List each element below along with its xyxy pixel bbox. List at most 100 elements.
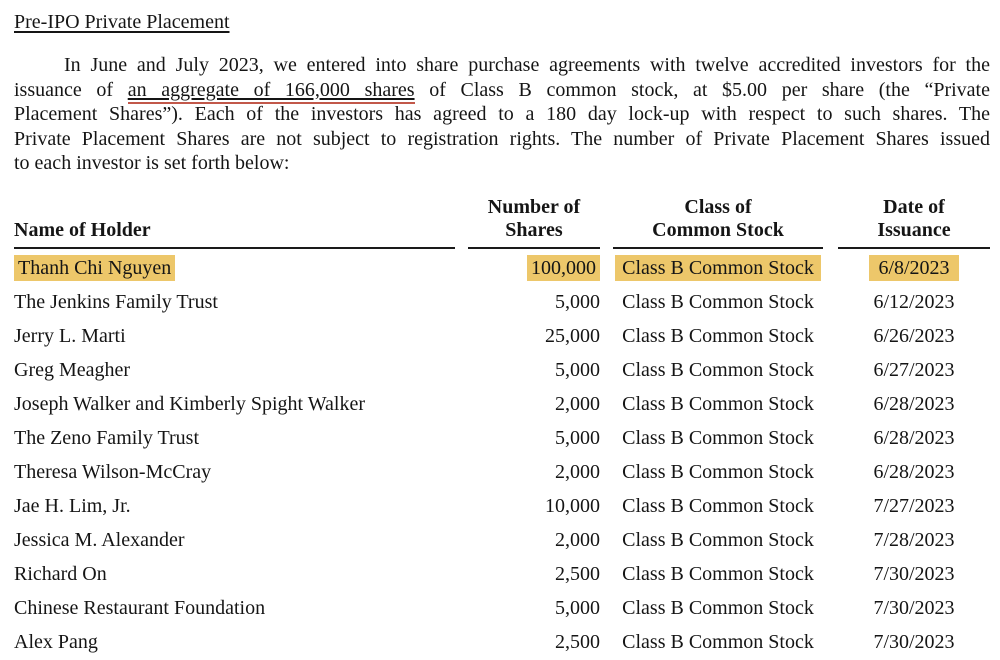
- issuance-date-cell: 6/28/2023: [838, 387, 990, 421]
- holder-name-cell: Joseph Walker and Kimberly Spight Walker: [14, 387, 455, 421]
- issuance-date-value: 6/27/2023: [873, 358, 955, 381]
- holder-name-cell: Theresa Wilson-McCray: [14, 455, 455, 489]
- issuance-date-cell: 6/8/2023: [838, 248, 990, 285]
- holder-name: Greg Meagher: [14, 358, 131, 381]
- stock-class-value: Class B Common Stock: [622, 494, 814, 517]
- shares-value: 2,000: [555, 392, 600, 415]
- shares-value: 2,500: [555, 630, 600, 653]
- column-gap: [455, 248, 468, 285]
- issuance-date-value: 7/30/2023: [873, 630, 955, 653]
- stock-class-value: Class B Common Stock: [622, 290, 814, 313]
- column-gap: [600, 285, 613, 319]
- column-gap: [455, 455, 468, 489]
- column-gap: [600, 557, 613, 591]
- issuance-date-value: 6/28/2023: [873, 392, 955, 415]
- column-gap: [455, 489, 468, 523]
- issuance-date-value: 7/27/2023: [873, 494, 955, 517]
- holder-name: Thanh Chi Nguyen: [14, 254, 176, 281]
- issuance-date-value: 6/28/2023: [873, 460, 955, 483]
- issuance-date-cell: 7/28/2023: [838, 523, 990, 557]
- column-gap: [600, 625, 613, 659]
- paragraph-line-1: In June and July 2023, we entered into s…: [64, 54, 990, 76]
- issuance-date-value: 6/28/2023: [873, 426, 955, 449]
- holder-name: Jessica M. Alexander: [14, 528, 185, 551]
- stock-class-value: Class B Common Stock: [622, 426, 814, 449]
- issuance-date-value: 7/28/2023: [873, 528, 955, 551]
- shares-value: 5,000: [555, 426, 600, 449]
- stock-class-cell: Class B Common Stock: [613, 353, 823, 387]
- header-row: Name of Holder Number of Shares Class of C…: [14, 195, 990, 249]
- shares-value: 5,000: [555, 358, 600, 381]
- shares-cell: 2,000: [468, 455, 600, 489]
- shares-value: 25,000: [545, 324, 600, 347]
- shares-cell: 25,000: [468, 319, 600, 353]
- column-gap: [600, 455, 613, 489]
- holders-table: Name of Holder Number of Shares Class of C…: [14, 195, 990, 659]
- header-shares-line1: Number of: [487, 195, 581, 218]
- issuance-date-value: 7/30/2023: [873, 562, 955, 585]
- table-row: Richard On 2,500 Class B Common Stock 7/…: [14, 557, 990, 591]
- table-row: Greg Meagher 5,000 Class B Common Stock …: [14, 353, 990, 387]
- shares-cell: 100,000: [468, 248, 600, 285]
- table-row: Jessica M. Alexander 2,000 Class B Commo…: [14, 523, 990, 557]
- holder-name: Joseph Walker and Kimberly Spight Walker: [14, 392, 365, 415]
- stock-class-cell: Class B Common Stock: [613, 319, 823, 353]
- table-row: Jerry L. Marti 25,000 Class B Common Sto…: [14, 319, 990, 353]
- stock-class-value: Class B Common Stock: [622, 630, 814, 653]
- shares-cell: 2,500: [468, 625, 600, 659]
- col-header-class-of-common-stock: Class of Common Stock: [613, 195, 823, 249]
- table-row: Joseph Walker and Kimberly Spight Walker…: [14, 387, 990, 421]
- holder-name: Theresa Wilson-McCray: [14, 460, 212, 483]
- paragraph-line-2-pre: issuance of: [14, 78, 128, 101]
- column-gap: [823, 248, 838, 285]
- holder-name-cell: Richard On: [14, 557, 455, 591]
- column-gap: [600, 353, 613, 387]
- issuance-date-cell: 6/28/2023: [838, 455, 990, 489]
- stock-class-cell: Class B Common Stock: [613, 285, 823, 319]
- column-gap: [600, 523, 613, 557]
- holder-name: Richard On: [14, 562, 107, 585]
- column-gap: [823, 319, 838, 353]
- paragraph-line-5: to each investor is set forth below:: [14, 152, 290, 174]
- stock-class-cell: Class B Common Stock: [613, 489, 823, 523]
- stock-class-value: Class B Common Stock: [622, 392, 814, 415]
- col-header-number-of-shares: Number of Shares: [468, 195, 600, 249]
- issuance-date-cell: 7/30/2023: [838, 557, 990, 591]
- column-gap: [600, 196, 613, 248]
- issuance-date-cell: 6/28/2023: [838, 421, 990, 455]
- column-gap: [455, 625, 468, 659]
- column-gap: [455, 285, 468, 319]
- header-shares-line2: Shares: [505, 218, 563, 241]
- holder-name-cell: Jerry L. Marti: [14, 319, 455, 353]
- holders-table-header: Name of Holder Number of Shares Class of C…: [14, 195, 990, 249]
- column-gap: [823, 489, 838, 523]
- stock-class-value: Class B Common Stock: [622, 460, 814, 483]
- shares-value: 100,000: [527, 254, 600, 281]
- holder-name: Chinese Restaurant Foundation: [14, 596, 266, 619]
- column-gap: [823, 387, 838, 421]
- header-date-line1: Date of: [883, 195, 945, 218]
- stock-class-cell: Class B Common Stock: [613, 455, 823, 489]
- issuance-date-cell: 6/26/2023: [838, 319, 990, 353]
- shares-cell: 2,500: [468, 557, 600, 591]
- col-header-date-of-issuance: Date of Issuance: [838, 195, 990, 249]
- column-gap: [455, 557, 468, 591]
- section-title: Pre-IPO Private Placement: [14, 11, 230, 33]
- holder-name-cell: Jae H. Lim, Jr.: [14, 489, 455, 523]
- stock-class-cell: Class B Common Stock: [613, 523, 823, 557]
- stock-class-value: Class B Common Stock: [622, 528, 814, 551]
- column-gap: [823, 455, 838, 489]
- column-gap: [823, 625, 838, 659]
- stock-class-value: Class B Common Stock: [615, 254, 821, 281]
- table-row: The Jenkins Family Trust 5,000 Class B C…: [14, 285, 990, 319]
- shares-cell: 5,000: [468, 353, 600, 387]
- column-gap: [600, 319, 613, 353]
- column-gap: [455, 353, 468, 387]
- shares-cell: 2,000: [468, 387, 600, 421]
- column-gap: [600, 421, 613, 455]
- header-class-line1: Class of: [684, 195, 752, 218]
- issuance-date-value: 6/8/2023: [869, 254, 959, 281]
- annotated-phrase: an aggregate of 166,000 shares: [127, 78, 415, 104]
- column-gap: [455, 591, 468, 625]
- column-gap: [600, 248, 613, 285]
